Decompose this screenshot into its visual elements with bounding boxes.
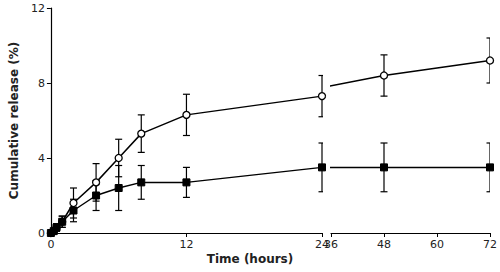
svg-text:24: 24 bbox=[315, 238, 329, 251]
svg-text:36: 36 bbox=[324, 238, 338, 251]
svg-text:12: 12 bbox=[31, 2, 45, 15]
svg-text:48: 48 bbox=[377, 238, 391, 251]
svg-text:8: 8 bbox=[38, 77, 45, 90]
svg-text:Time (hours): Time (hours) bbox=[207, 252, 293, 266]
svg-text:72: 72 bbox=[483, 238, 497, 251]
svg-text:12: 12 bbox=[179, 238, 193, 251]
svg-text:0: 0 bbox=[47, 238, 54, 251]
svg-text:60: 60 bbox=[430, 238, 444, 251]
svg-text:Cumulative release (%): Cumulative release (%) bbox=[7, 42, 21, 199]
svg-text:0: 0 bbox=[38, 227, 45, 240]
svg-text:4: 4 bbox=[38, 152, 45, 165]
